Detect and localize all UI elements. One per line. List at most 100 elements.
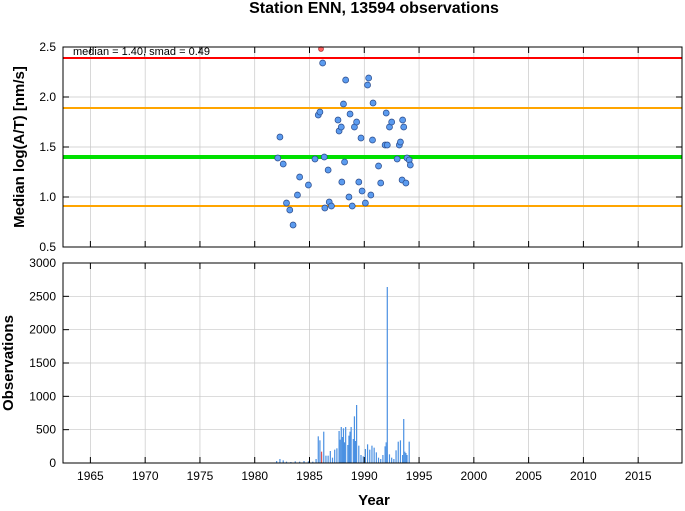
scatter-point [311,155,319,163]
observation-bar [402,455,404,463]
scatter-point [342,76,350,84]
observation-bar [285,461,288,463]
observation-bar [341,437,343,463]
observation-bar [371,445,373,463]
scatter-point [328,202,335,210]
scatter-point [369,99,377,107]
observation-bars [276,287,410,463]
scatter-points [274,46,414,229]
top-y-axis-label: Median log(A/T) [nm/s] [11,66,28,228]
x-tick-label: 2015 [625,469,652,483]
x-tick-label: 2000 [460,469,487,483]
observation-bar [404,451,406,463]
scatter-point [340,100,347,108]
observation-bar [350,427,352,463]
highlight-bar [320,451,323,463]
observation-bar [366,444,369,463]
scatter-point [345,193,353,201]
top-y-tick-label: 1.0 [39,190,56,204]
x-tick-label: 1980 [241,469,268,483]
scatter-point [400,123,408,131]
top-y-ticks: 0.5 1.0 1.5 2.0 2.5 [39,40,682,254]
observation-bar [348,435,350,463]
bottom-y-axis-label: Observations [0,315,17,411]
observation-bar [279,459,281,463]
scatter-point [358,187,366,195]
scatter-point [393,155,401,163]
scatter-point [399,116,406,124]
bottom-y-tick-label: 500 [36,423,56,437]
scatter-point [337,123,345,131]
scatter-point [348,202,356,210]
observation-bar [349,431,351,463]
observation-bar [338,431,340,463]
top-gridlines [63,46,682,248]
observation-bar [395,450,397,463]
observation-bar [276,461,278,463]
scatter-point [388,118,396,126]
scatter-point [357,134,365,142]
scatter-point [346,110,354,118]
bottom-y-ticks: 0 500 1000 1500 2000 2500 3000 [29,256,682,470]
bottom-y-tick-label: 1000 [29,389,56,403]
observation-bar [397,441,399,463]
observation-bar [317,436,319,463]
observation-bar [336,448,338,463]
observation-bar [312,461,314,463]
observation-bar [303,461,305,463]
observation-bar [323,431,325,463]
observation-bar [391,457,393,463]
scatter-point [382,109,390,117]
observation-bar [307,461,310,463]
scatter-point [353,118,360,126]
top-x-tickmarks [89,47,639,247]
scatter-point [364,81,371,89]
scatter-point [383,141,391,149]
observation-bar [282,460,284,463]
x-tick-label: 1970 [132,469,159,483]
x-tick-label: 1990 [351,469,378,483]
top-y-tick-label: 2.5 [39,40,56,54]
observation-bar [315,459,317,463]
observation-bar [393,459,395,463]
scatter-point [362,199,369,207]
bottom-y-tick-label: 1500 [29,356,56,370]
observation-bar [356,405,358,463]
log-amplitude-panel: 0.5 1.0 1.5 2.0 2.5 median = 1.40, smad = 0.… [11,40,683,254]
scatter-point [397,138,404,146]
x-tick-label: 1985 [296,469,323,483]
observation-bar [373,447,375,463]
scatter-point [341,158,348,166]
observation-bar [327,455,329,463]
scatter-point [324,166,332,174]
observations-panel: 0 500 1000 1500 2000 2500 3000 1965 1970 1975 198… [0,256,683,509]
observation-bar [386,287,388,463]
observation-bar [345,427,347,463]
observation-bar [375,452,377,463]
scatter-point [377,179,385,187]
observation-bar [343,442,346,463]
x-tick-label: 1975 [187,469,214,483]
scatter-point [283,199,290,207]
scatter-point [375,162,382,170]
bottom-x-ticks: 1965 1970 1975 1980 1985 1990 1995 2000 2005 2010… [77,263,652,483]
scatter-point [321,204,329,212]
scatter-point [274,154,282,162]
observation-bar [399,440,402,463]
observation-bar [342,428,345,463]
observation-bar [352,439,354,463]
observation-bar [377,457,380,463]
observation-bar [331,457,334,463]
observation-bar [360,455,362,463]
scatter-point [294,191,301,199]
top-y-tick-label: 0.5 [39,240,56,254]
observation-bar [299,461,301,463]
scatter-point [365,74,373,82]
x-tick-label: 1965 [77,469,104,483]
chart-title: Station ENN, 13594 observations [249,0,499,17]
scatter-point [286,206,294,214]
scatter-point [319,59,327,67]
scatter-point [369,136,376,144]
scatter-point [276,133,284,141]
